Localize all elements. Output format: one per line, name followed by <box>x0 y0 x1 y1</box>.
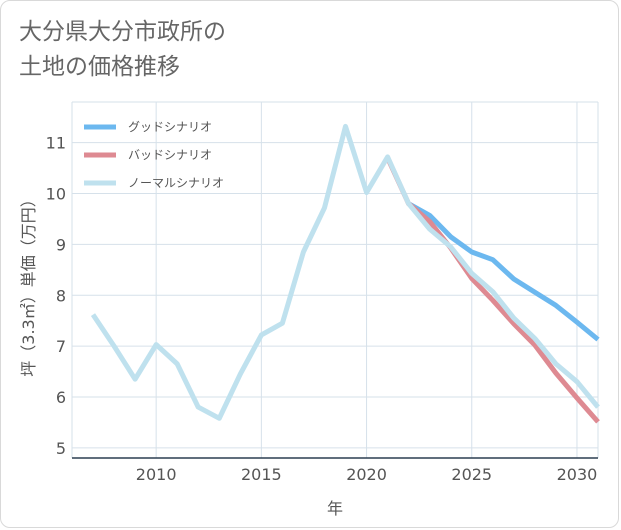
series-normal-line <box>90 123 600 421</box>
chart-title: 大分県大分市政所の 土地の価格推移 <box>19 19 226 80</box>
y-tick-label: 10 <box>46 185 66 204</box>
y-tick-label: 9 <box>56 235 66 254</box>
y-tick-label: 7 <box>56 337 66 356</box>
series-bad-legend-label: バッドシナリオ <box>128 148 212 162</box>
series-normal-legend-label: ノーマルシナリオ <box>128 176 224 190</box>
series-good-line <box>407 201 600 342</box>
y-axis-label: 坪（3.3㎡）単価（万円） <box>19 191 38 376</box>
tick-labels: 5 6 7 8 9 10 11 2010 2015 2020 2025 2030 <box>46 134 598 484</box>
y-tick-label: 11 <box>46 134 66 153</box>
y-tick-label: 8 <box>56 286 66 305</box>
series-lines <box>90 123 600 424</box>
x-tick-label: 2025 <box>451 465 492 484</box>
y-tick-label: 6 <box>56 388 66 407</box>
y-tick-label: 5 <box>56 439 66 458</box>
x-tick-label: 2010 <box>136 465 177 484</box>
x-axis-label: 年 <box>327 499 343 518</box>
x-tick-label: 2015 <box>241 465 282 484</box>
series-bad-line <box>385 156 600 424</box>
series-good-legend-label: グッドシナリオ <box>128 120 212 134</box>
x-tick-label: 2030 <box>557 465 598 484</box>
x-tick-label: 2020 <box>346 465 387 484</box>
